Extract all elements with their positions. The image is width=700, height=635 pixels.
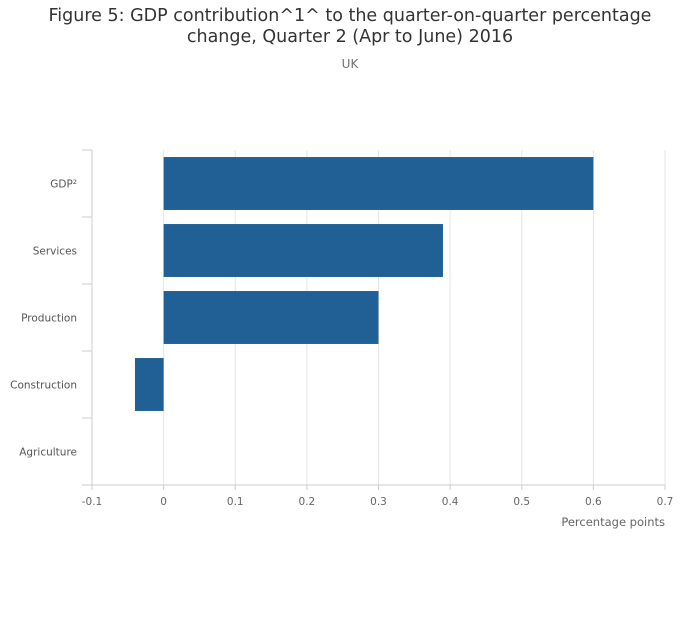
x-axis-title: Percentage points	[561, 515, 665, 529]
x-tick-label: 0.4	[442, 496, 459, 508]
x-tick-label: 0	[160, 496, 167, 508]
chart-title: Figure 5: GDP contribution^1^ to the qua…	[0, 6, 700, 48]
axes	[82, 149, 666, 490]
x-tick-label: 0.7	[657, 496, 674, 508]
y-category-label: GDP²	[50, 179, 77, 191]
bars	[134, 157, 594, 411]
y-category-label: Agriculture	[19, 447, 77, 459]
chart-title-line-1: Figure 5: GDP contribution^1^ to the qua…	[48, 6, 652, 26]
x-tick-label: 0.5	[513, 496, 530, 508]
x-tick-label: -0.1	[82, 496, 103, 508]
bar	[134, 358, 164, 411]
y-category-label: Construction	[10, 380, 77, 392]
y-category-label: Services	[33, 246, 77, 258]
chart-subtitle: UK	[341, 57, 359, 71]
labels: -0.1 0 0.1 0.2 0.3 0.4 0.5 0.6 0.7 GDP² Services Pr…	[10, 179, 673, 509]
x-tick-label: 0.1	[227, 496, 244, 508]
x-tick-label: 0.6	[585, 496, 602, 508]
x-tick-label: 0.3	[370, 496, 387, 508]
x-tick-label: 0.2	[299, 496, 316, 508]
chart-title-line-2: change, Quarter 2 (Apr to June) 2016	[186, 27, 514, 47]
bar	[163, 291, 379, 344]
y-category-label: Production	[21, 313, 77, 325]
bar	[163, 224, 443, 277]
bar	[163, 157, 594, 210]
